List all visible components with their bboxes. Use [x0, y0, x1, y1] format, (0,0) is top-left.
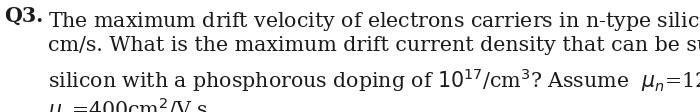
Text: Q3.: Q3.: [4, 6, 43, 26]
Text: silicon with a phosphorous doping of $10^{17}$/cm$^3$? Assume  $\mu_n$=1200cm$^2: silicon with a phosphorous doping of $10…: [48, 66, 700, 94]
Text: $\mu_p$=400cm$^2$/V.s: $\mu_p$=400cm$^2$/V.s: [48, 96, 207, 112]
Text: cm/s. What is the maximum drift current density that can be supported in the n-t: cm/s. What is the maximum drift current …: [48, 36, 700, 55]
Text: The maximum drift velocity of electrons carriers in n-type silicon is approximat: The maximum drift velocity of electrons …: [48, 6, 700, 34]
